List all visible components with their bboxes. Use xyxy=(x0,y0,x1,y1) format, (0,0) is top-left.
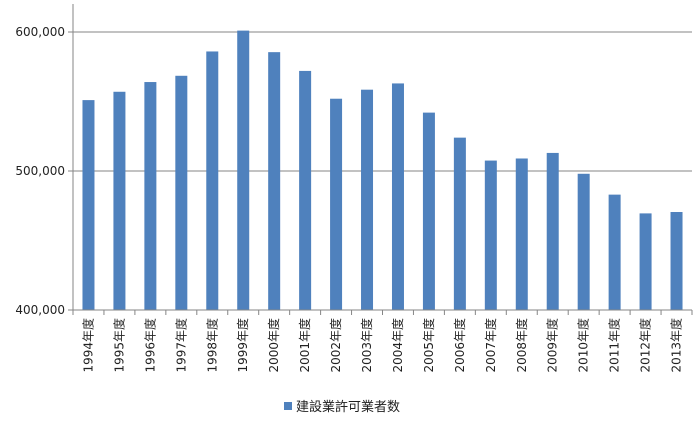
bar xyxy=(82,100,95,310)
x-tick-label: 1997年度 xyxy=(173,318,188,373)
x-tick-label: 2003年度 xyxy=(359,318,374,373)
x-tick-label: 2009年度 xyxy=(545,318,560,373)
bar xyxy=(299,70,312,310)
legend-label: 建設業許可業者数 xyxy=(296,399,400,415)
bar xyxy=(608,194,621,310)
bar xyxy=(577,173,590,310)
bar xyxy=(639,213,652,310)
bar xyxy=(175,75,188,310)
bar xyxy=(144,82,157,310)
bar xyxy=(670,212,683,310)
legend-swatch xyxy=(284,402,292,410)
bar xyxy=(484,160,497,310)
bar xyxy=(206,51,219,311)
gridlines xyxy=(73,31,692,311)
x-tick-label: 2012年度 xyxy=(638,318,653,373)
x-tick-label: 1999年度 xyxy=(235,318,250,373)
x-tick-label: 2006年度 xyxy=(452,318,467,373)
bar xyxy=(113,91,126,311)
bar xyxy=(422,112,435,311)
x-tick-label: 2011年度 xyxy=(607,318,622,373)
x-tick-label: 1996年度 xyxy=(142,318,157,373)
x-tick-label: 1994年度 xyxy=(80,318,95,373)
x-tick-label: 2010年度 xyxy=(576,318,591,373)
bar xyxy=(361,89,374,310)
x-axis-ticks: 1994年度 1995年度 1996年度 1997年度 1998年度 1999年度 2000… xyxy=(72,310,693,373)
bar xyxy=(237,30,250,311)
axes xyxy=(72,4,692,311)
bar xyxy=(391,83,404,311)
bar xyxy=(330,98,343,310)
x-tick-label: 1998年度 xyxy=(204,318,219,373)
x-tick-label: 2005年度 xyxy=(421,318,436,373)
legend: 建設業許可業者数 xyxy=(284,399,400,415)
x-tick-label: 2007年度 xyxy=(483,318,498,373)
x-tick-label: 2001年度 xyxy=(297,318,312,373)
x-tick-label: 2013年度 xyxy=(669,318,684,373)
x-tick-label: 2000年度 xyxy=(266,318,281,373)
y-tick-label: 600,000 xyxy=(15,25,65,39)
x-tick-label: 2004年度 xyxy=(390,318,405,373)
bars xyxy=(82,30,683,311)
y-axis-ticks: 400,000 500,000 600,000 xyxy=(15,25,73,317)
bar xyxy=(515,158,528,310)
bar xyxy=(268,52,281,310)
x-tick-label: 2002年度 xyxy=(328,318,343,373)
y-tick-label: 500,000 xyxy=(15,164,65,178)
bar xyxy=(546,152,559,310)
x-tick-label: 2008年度 xyxy=(514,318,529,373)
bar xyxy=(453,137,466,310)
x-tick-label: 1995年度 xyxy=(111,318,126,373)
y-tick-label: 400,000 xyxy=(15,303,65,317)
